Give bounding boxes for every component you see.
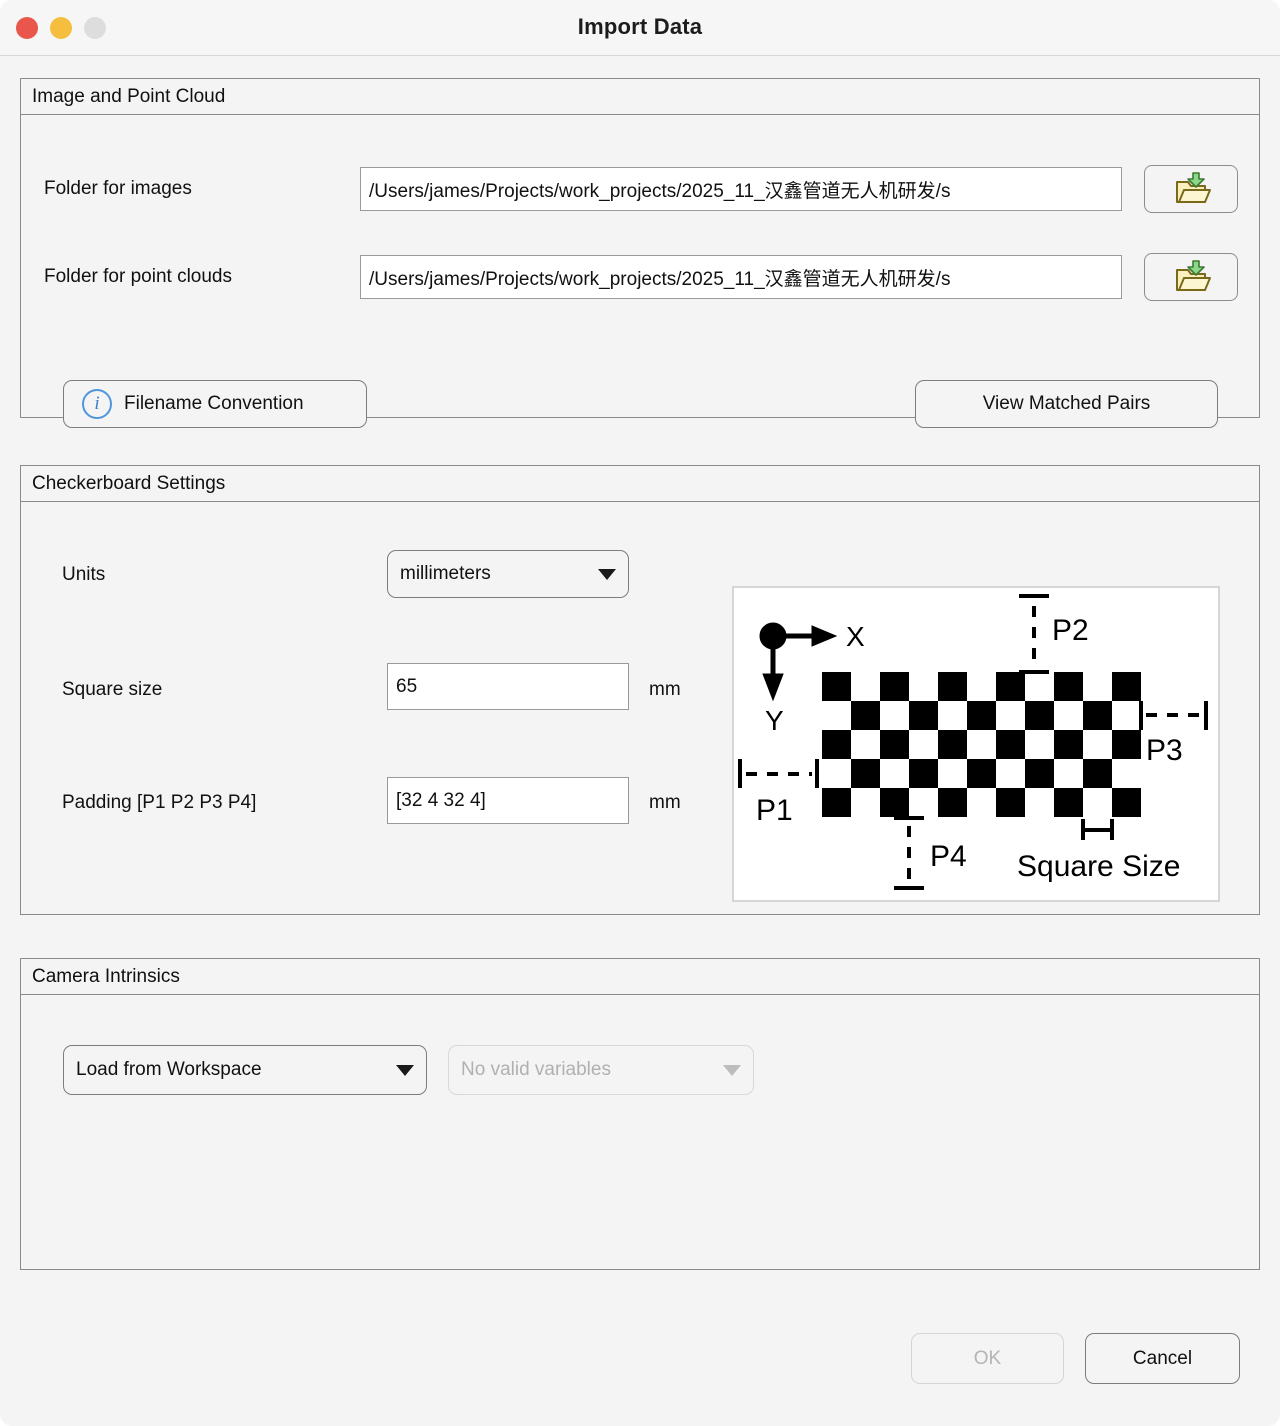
import-folder-icon [1176,172,1211,203]
checkerboard-settings-panel: Checkerboard Settings Units millimeters … [20,465,1260,915]
close-button[interactable] [16,17,38,39]
square-size-unit: mm [649,679,681,700]
browse-images-button[interactable] [1144,165,1238,213]
p4-label: P4 [930,840,967,873]
units-label: Units [62,564,106,585]
ok-button[interactable]: OK [911,1333,1064,1384]
folder-for-images-label: Folder for images [44,178,192,199]
p1-label: P1 [756,794,793,827]
title-bar: Import Data [0,0,1280,56]
info-icon: i [82,389,112,419]
intrinsics-source-value: Load from Workspace [76,1059,262,1080]
image-point-cloud-title: Image and Point Cloud [21,79,1259,115]
folder-for-images-input[interactable]: /Users/james/Projects/work_projects/2025… [360,167,1122,211]
ok-label: OK [973,1347,1002,1369]
checkerboard-squares [822,672,1141,817]
folder-for-point-clouds-input[interactable]: /Users/james/Projects/work_projects/2025… [360,255,1122,299]
chevron-down-icon [723,1064,741,1076]
filename-convention-label: Filename Convention [124,393,304,414]
intrinsics-variable-dropdown[interactable]: No valid variables [448,1045,754,1095]
checkerboard-settings-title: Checkerboard Settings [21,466,1259,502]
p2-label: P2 [1052,614,1089,647]
checkerboard-settings-body: Units millimeters Square size 65 mm Padd… [21,502,1259,914]
chevron-down-icon [598,568,616,580]
square-size-measure [1081,819,1114,840]
traffic-light-group [16,17,106,39]
padding-input[interactable]: [32 4 32 4] [387,777,629,824]
x-arrow-head [811,625,838,647]
square-size-input[interactable]: 65 [387,663,629,710]
view-matched-pairs-button[interactable]: View Matched Pairs [915,380,1218,428]
p3-label: P3 [1146,734,1183,767]
checkerboard-diagram-svg: X Y P2 P3 [738,594,1208,890]
square-size-caption: Square Size [1017,850,1180,883]
filename-convention-button[interactable]: i Filename Convention [63,380,367,428]
intrinsics-variable-value: No valid variables [461,1059,611,1080]
p2-measure [1019,594,1049,674]
p3-measure [1139,701,1208,730]
zoom-button[interactable] [84,17,106,39]
window-title: Import Data [577,14,703,39]
browse-point-clouds-button[interactable] [1144,253,1238,301]
square-size-label: Square size [62,679,163,700]
intrinsics-source-dropdown[interactable]: Load from Workspace [63,1045,427,1095]
image-point-cloud-panel: Image and Point Cloud Folder for images … [20,78,1260,428]
p1-measure [738,759,819,788]
camera-intrinsics-body: Load from Workspace No valid variables [21,995,1259,1269]
view-matched-pairs-label: View Matched Pairs [982,393,1151,414]
padding-label: Padding [P1 P2 P3 P4] [62,792,257,813]
p4-measure [894,816,924,890]
axis-y-label: Y [765,705,784,736]
camera-intrinsics-title: Camera Intrinsics [21,959,1259,995]
minimize-button[interactable] [50,17,72,39]
padding-unit: mm [649,792,681,813]
units-value: millimeters [400,563,491,584]
cancel-button[interactable]: Cancel [1085,1333,1240,1384]
units-dropdown[interactable]: millimeters [387,550,629,598]
cancel-label: Cancel [1132,1347,1193,1369]
camera-intrinsics-panel: Camera Intrinsics Load from Workspace No… [20,958,1260,1270]
folder-for-point-clouds-label: Folder for point clouds [44,266,232,287]
import-folder-icon [1176,260,1211,291]
checkerboard-diagram: X Y P2 P3 [732,586,1220,902]
origin-axes [759,622,838,702]
axis-x-label: X [846,621,865,652]
y-arrow-head [762,673,784,702]
chevron-down-icon [396,1064,414,1076]
image-point-cloud-body: Folder for images /Users/james/Projects/… [21,115,1259,428]
